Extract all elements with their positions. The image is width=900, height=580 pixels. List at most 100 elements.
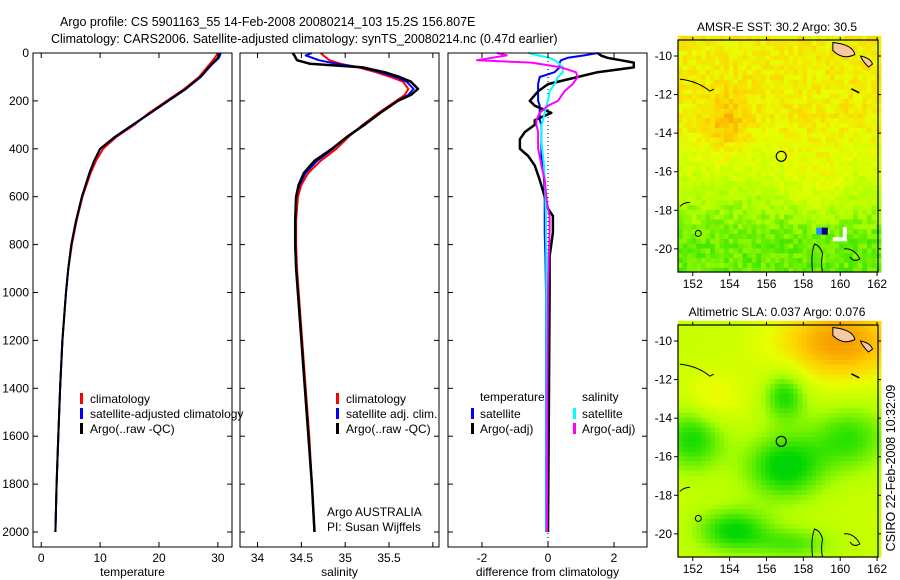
map-cell — [733, 436, 739, 442]
map-cell — [866, 98, 873, 104]
map-cell — [760, 98, 767, 104]
map-cell — [770, 112, 776, 119]
map-cell — [774, 426, 780, 433]
map-cell — [756, 228, 762, 234]
map-cell — [871, 127, 877, 133]
map-cell — [834, 504, 840, 510]
map-cell — [705, 132, 711, 138]
map-cell — [765, 369, 771, 375]
map-cell — [779, 455, 785, 462]
legend-swatch — [471, 423, 474, 434]
map-cell — [705, 228, 711, 234]
map-cell — [784, 455, 790, 462]
map-cell — [691, 431, 697, 437]
map-cell — [788, 228, 794, 234]
map-cell — [710, 98, 716, 104]
map-cell — [830, 223, 836, 230]
map-cell — [834, 112, 840, 119]
map-cell — [788, 465, 794, 471]
map-cell — [788, 513, 794, 519]
map-cell — [788, 537, 794, 544]
map-cell — [701, 528, 707, 534]
map-cell — [788, 122, 794, 128]
map-cell — [751, 436, 757, 442]
map-cell — [848, 479, 854, 486]
map-cell — [719, 122, 725, 128]
map-cell — [793, 84, 799, 90]
map-cell — [848, 470, 854, 476]
map-cell — [788, 55, 794, 61]
map-cell — [784, 108, 790, 114]
map-cell — [811, 74, 817, 80]
map-cell — [811, 214, 817, 220]
map-cell — [862, 359, 868, 365]
map-cell — [866, 475, 873, 481]
map-cell — [701, 359, 707, 365]
map-cell — [866, 542, 873, 548]
map-cell — [811, 103, 817, 109]
map-cell — [839, 364, 845, 370]
map-cell — [839, 267, 845, 273]
map-cell — [816, 219, 822, 225]
map-cell — [839, 190, 845, 196]
map-cell — [751, 354, 757, 360]
map-cell — [825, 98, 831, 104]
map-cell — [820, 180, 827, 186]
map-cell — [724, 335, 730, 341]
map-cell — [784, 156, 790, 162]
map-cell — [724, 455, 730, 462]
map-cell — [862, 122, 868, 128]
map-cell — [701, 340, 707, 346]
y-tick-label: 200 — [9, 94, 29, 108]
map-cell — [765, 393, 771, 399]
map-cell — [788, 190, 794, 196]
map-cell — [770, 369, 776, 375]
map-cell — [802, 223, 808, 230]
map-cell — [742, 175, 748, 181]
map-cell — [765, 397, 771, 404]
map-cell — [705, 518, 711, 524]
map-cell — [747, 209, 753, 215]
map-cell — [839, 484, 845, 491]
map-cell — [820, 475, 827, 481]
map-cell — [691, 537, 697, 544]
map-cell — [724, 161, 730, 167]
map-cell — [866, 267, 873, 273]
map-cell — [820, 84, 827, 90]
map-cell — [701, 219, 707, 225]
map-cell — [820, 209, 827, 215]
map-cell — [765, 465, 771, 471]
map-cell — [705, 542, 711, 548]
map-cell — [797, 141, 803, 148]
map-cell — [682, 209, 688, 215]
map-cell — [830, 470, 836, 476]
map-cell — [802, 446, 808, 452]
map-cell — [751, 64, 757, 71]
map-cell — [862, 223, 868, 230]
map-cell — [788, 194, 794, 201]
map-cell — [793, 69, 799, 75]
map-cell — [802, 190, 808, 196]
map-cell — [779, 364, 785, 370]
map-cell — [756, 465, 762, 471]
map-cell — [770, 354, 776, 360]
map-cell — [770, 50, 776, 56]
map-cell — [751, 349, 757, 356]
map-cell — [719, 523, 725, 529]
map-cell — [797, 532, 803, 539]
map-cell — [760, 233, 767, 239]
map-cell — [719, 175, 725, 181]
map-cell — [770, 35, 776, 42]
map-cell — [760, 93, 767, 99]
map-cell — [678, 257, 684, 263]
map-cell — [696, 330, 702, 336]
map-cell — [811, 513, 817, 519]
map-cell — [811, 412, 817, 418]
map-cell — [687, 55, 693, 61]
map-cell — [737, 378, 744, 384]
map-cell — [678, 426, 684, 433]
map-cell — [797, 378, 803, 384]
map-cell — [816, 190, 822, 196]
map-cell — [848, 214, 854, 220]
map-cell — [871, 369, 877, 375]
